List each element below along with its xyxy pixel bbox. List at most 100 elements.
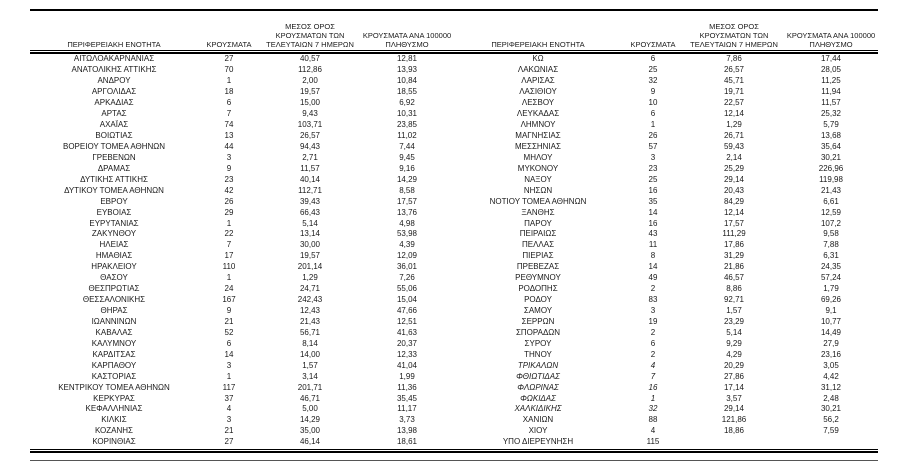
avg7-cell: 35,00 — [299, 426, 321, 436]
per100k-cell: 12,81 — [396, 54, 418, 64]
per100k-cell: 18,61 — [396, 437, 418, 447]
per100k-column-header: ΚΡΟΥΣΜΑΤΑ ΑΝΑ 100000 ΠΛΗΘΥΣΜΟ — [362, 31, 452, 49]
cases-cell: 9 — [226, 306, 232, 316]
region-cell: ΠΕΛΛΑΣ — [521, 240, 555, 250]
region-cell: ΧΙΟΥ — [528, 426, 548, 436]
right-table-body: ΚΩ 6 7,86 17,44 ΛΑΚΩΝΙΑΣ 25 26,57 28,05 ΛΑΡΙΣΑΣ 3… — [454, 54, 878, 448]
cases-cell: 29 — [224, 207, 234, 217]
per100k-cell: 17,57 — [396, 196, 418, 206]
cases-cell: 9 — [226, 163, 232, 173]
cases-cell: 88 — [648, 415, 658, 425]
cases-cell: 17 — [224, 251, 234, 261]
avg7-cell: 19,57 — [299, 87, 321, 97]
cases-cell: 35 — [648, 196, 658, 206]
cases-column-header: ΚΡΟΥΣΜΑΤΑ — [630, 40, 676, 49]
table-row: ΠΕΛΛΑΣ 11 17,86 7,88 — [454, 240, 878, 251]
avg7-cell: 26,71 — [723, 131, 745, 141]
table-row: ΗΡΑΚΛΕΙΟΥ 110 201,14 36,01 — [30, 262, 454, 273]
table-row: ΣΕΡΡΩΝ 19 23,29 10,77 — [454, 317, 878, 328]
avg7-cell: 9,29 — [726, 338, 742, 348]
per100k-cell: 9,58 — [823, 229, 839, 239]
region-cell: ΑΡΓΟΛΙΔΑΣ — [91, 87, 137, 97]
cases-cell: 83 — [648, 295, 658, 305]
cases-cell: 24 — [224, 284, 234, 294]
cases-cell: 13 — [224, 131, 234, 141]
per100k-cell: 47,66 — [396, 306, 418, 316]
avg7-cell: 201,14 — [297, 262, 323, 272]
avg7-cell: 5,14 — [726, 327, 742, 337]
per100k-cell: 35,45 — [396, 393, 418, 403]
cases-cell: 117 — [222, 382, 236, 392]
cases-cell: 6 — [650, 54, 656, 64]
avg7-cell: 24,71 — [299, 284, 321, 294]
table-row: ΠΕΙΡΑΙΩΣ 43 111,29 9,58 — [454, 229, 878, 240]
avg7-cell: 12,14 — [723, 207, 745, 217]
table-row: ΧΑΛΚΙΔΙΚΗΣ 32 29,14 30,21 — [454, 404, 878, 415]
region-cell: ΛΗΜΝΟΥ — [520, 120, 556, 130]
table-row: ΑΧΑΪΑΣ 74 103,71 23,85 — [30, 120, 454, 131]
cases-cell: 70 — [224, 65, 234, 75]
per100k-cell: 6,92 — [399, 98, 415, 108]
cases-cell: 27 — [224, 54, 234, 64]
table-row: ΜΑΓΝΗΣΙΑΣ 26 26,71 13,68 — [454, 131, 878, 142]
cases-cell: 3 — [226, 360, 232, 370]
cases-cell: 6 — [650, 109, 656, 119]
avg7-cell: 40,57 — [299, 54, 321, 64]
avg7-cell: 1,57 — [726, 306, 742, 316]
cases-cell: 37 — [224, 393, 234, 403]
per100k-cell: 13,93 — [396, 65, 418, 75]
per100k-cell: 11,36 — [397, 382, 417, 392]
region-cell: ΑΧΑΪΑΣ — [99, 120, 129, 130]
per100k-cell: 30,21 — [820, 152, 842, 162]
avg7-cell: 2,71 — [302, 152, 318, 162]
region-column-header: ΠΕΡΙΦΕΡΕΙΑΚΗ ΕΝΟΤΗΤΑ — [491, 40, 585, 49]
table-row: ΑΙΤΩΛΟΑΚΑΡΝΑΝΙΑΣ 27 40,57 12,81 — [30, 54, 454, 65]
table-row: ΧΙΟΥ 4 18,86 7,59 — [454, 426, 878, 437]
avg7-cell: 29,14 — [723, 404, 745, 414]
table-row: ΣΑΜΟΥ 3 1,57 9,1 — [454, 306, 878, 317]
region-cell: ΕΥΡΥΤΑΝΙΑΣ — [89, 218, 139, 228]
cases-cell: 3 — [650, 152, 656, 162]
per100k-cell: 7,44 — [399, 141, 415, 151]
cases-cell: 32 — [648, 76, 658, 86]
per100k-cell: 69,26 — [820, 295, 842, 305]
per100k-cell: 3,05 — [823, 360, 839, 370]
right-table-header: ΠΕΡΙΦΕΡΕΙΑΚΗ ΕΝΟΤΗΤΑ ΚΡΟΥΣΜΑΤΑ ΜΕΣΟΣ ΟΡΟ… — [454, 11, 878, 51]
cases-cell: 7 — [226, 109, 232, 119]
per100k-cell: 14,29 — [396, 174, 418, 184]
table-row: ΛΕΣΒΟΥ 10 22,57 11,57 — [454, 98, 878, 109]
avg7-cell: 11,57 — [300, 163, 320, 173]
region-cell: ΦΛΩΡΙΝΑΣ — [517, 382, 559, 392]
region-cell: ΒΟΙΩΤΙΑΣ — [95, 131, 133, 141]
table-row: ΤΡΙΚΑΛΩΝ 4 20,29 3,05 — [454, 360, 878, 371]
region-cell: ΔΥΤΙΚΗΣ ΑΤΤΙΚΗΣ — [80, 174, 148, 184]
table-row: ΛΑΚΩΝΙΑΣ 25 26,57 28,05 — [454, 65, 878, 76]
region-cell: ΣΥΡΟΥ — [524, 338, 552, 348]
region-cell: ΚΑΛΥΜΝΟΥ — [91, 338, 137, 348]
avg7-cell: 1,57 — [302, 360, 318, 370]
table-row: ΦΘΙΩΤΙΔΑΣ 7 27,86 4,42 — [454, 371, 878, 382]
avg7-cell: 112,86 — [298, 65, 322, 75]
per100k-cell: 14,49 — [820, 327, 842, 337]
left-table-header: ΠΕΡΙΦΕΡΕΙΑΚΗ ΕΝΟΤΗΤΑ ΚΡΟΥΣΜΑΤΑ ΜΕΣΟΣ ΟΡΟ… — [30, 11, 454, 51]
per100k-cell: 9,16 — [399, 163, 415, 173]
avg7-cell: 94,43 — [299, 141, 321, 151]
cases-cell: 16 — [648, 185, 658, 195]
avg7-cell: 22,57 — [723, 98, 745, 108]
avg7-cell: 1,29 — [726, 120, 742, 130]
region-cell: ΞΑΝΘΗΣ — [521, 207, 555, 217]
table-row: ΚΑΛΥΜΝΟΥ 6 8,14 20,37 — [30, 338, 454, 349]
avg7-cell: 18,86 — [723, 426, 745, 436]
avg7-cell: 15,00 — [299, 98, 321, 108]
table-row: ΚΑΡΠΑΘΟΥ 3 1,57 41,04 — [30, 360, 454, 371]
region-cell: ΜΥΚΟΝΟΥ — [517, 163, 559, 173]
region-cell: ΚΟΡΙΝΘΙΑΣ — [92, 437, 136, 447]
cases-cell: 8 — [650, 251, 656, 261]
avg7-cell: 46,71 — [299, 393, 321, 403]
table-row: ΡΟΔΟΠΗΣ 2 8,86 1,79 — [454, 284, 878, 295]
region-cell: ΝΑΞΟΥ — [524, 174, 552, 184]
cases-cell: 7 — [650, 371, 656, 381]
per100k-cell: 25,32 — [820, 109, 842, 119]
region-cell: ΝΗΣΩΝ — [523, 185, 553, 195]
table-row: ΧΑΝΙΩΝ 88 121,86 56,2 — [454, 415, 878, 426]
